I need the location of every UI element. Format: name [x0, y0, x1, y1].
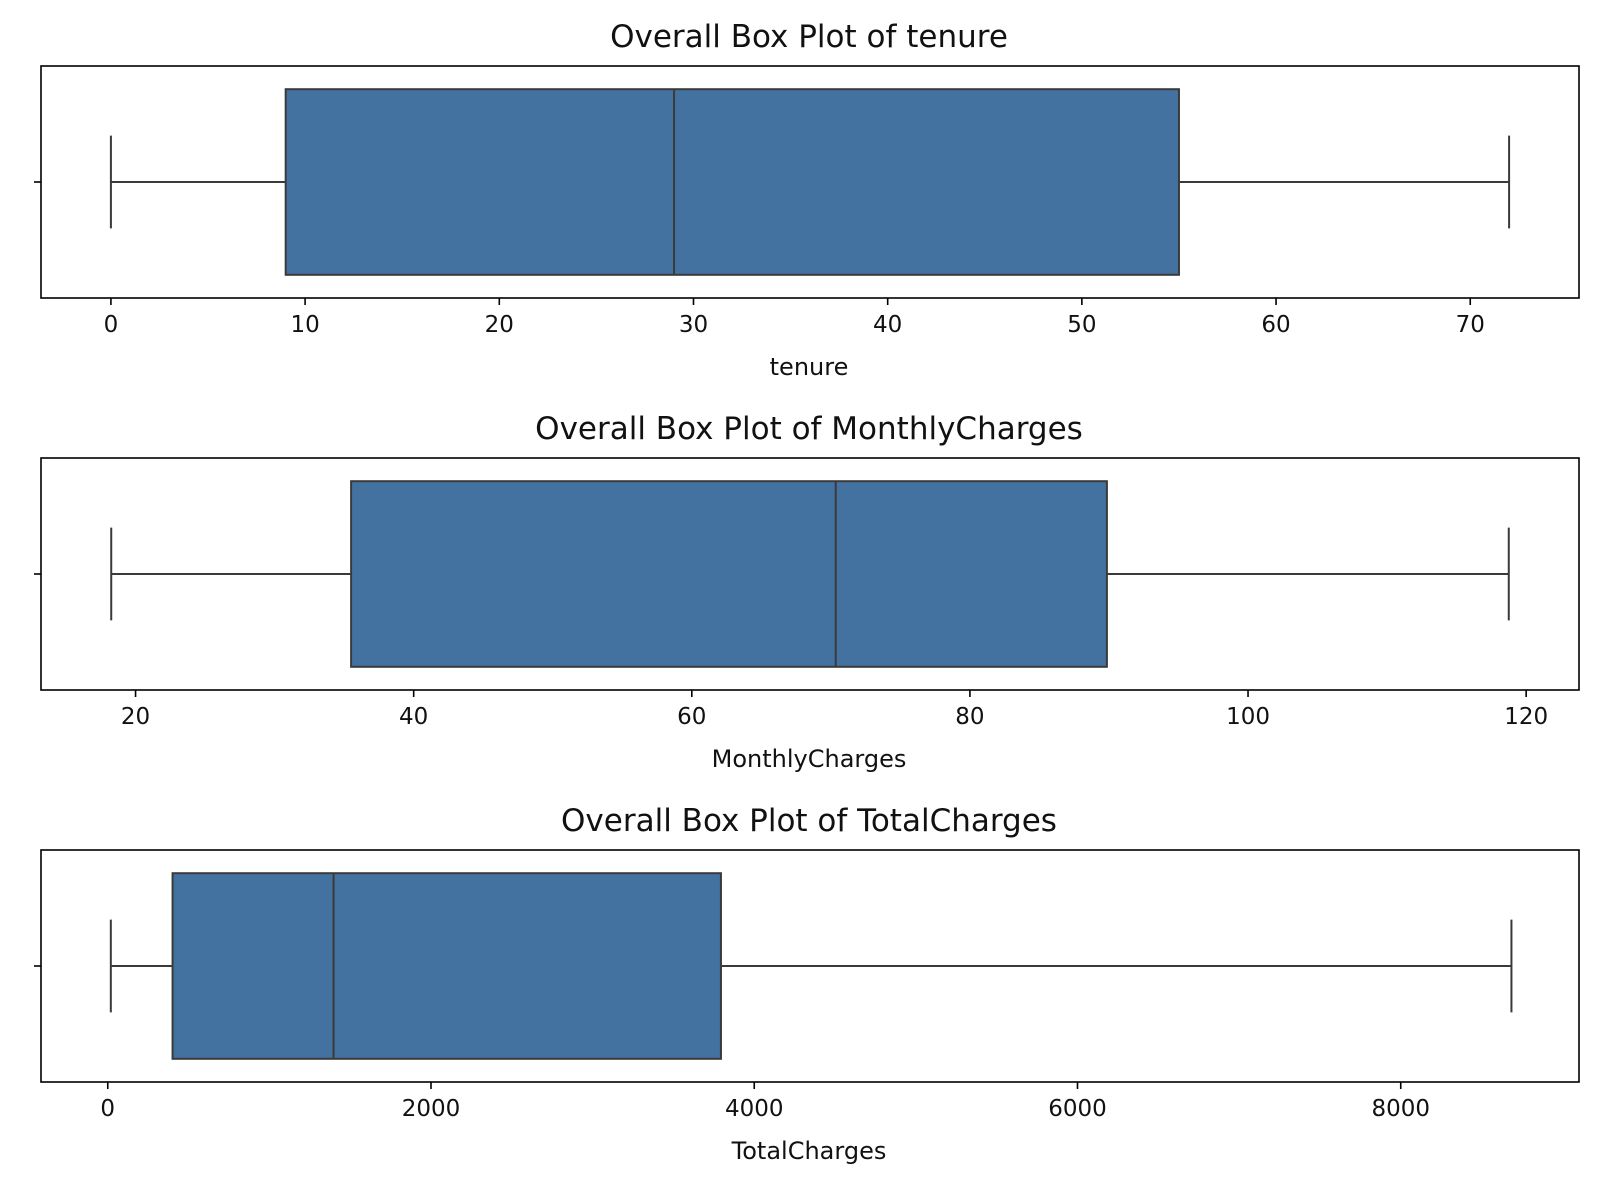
x-tick-label: 4000 — [725, 1096, 784, 1122]
x-axis-label: tenure — [770, 353, 849, 381]
panel-tenure: Overall Box Plot of tenure tenure 0 10 20 3… — [34, 19, 1580, 381]
x-tick-label: 80 — [955, 704, 984, 730]
x-tick-label: 2000 — [402, 1096, 461, 1122]
iqr-box — [284, 88, 1180, 276]
chart-title: Overall Box Plot of TotalCharges — [561, 803, 1057, 839]
x-tick-label: 0 — [100, 1096, 115, 1122]
panel-totalcharges: Overall Box Plot of TotalCharges TotalCh… — [34, 803, 1580, 1165]
x-tick-label: 10 — [290, 312, 319, 338]
x-tick-label: 60 — [1261, 312, 1290, 338]
x-tick-label: 30 — [679, 312, 708, 338]
chart-title: Overall Box Plot of MonthlyCharges — [535, 411, 1083, 447]
x-tick-label: 40 — [399, 704, 428, 730]
iqr-box — [171, 872, 722, 1060]
x-tick-label: 8000 — [1371, 1096, 1430, 1122]
panel-monthlycharges: Overall Box Plot of MonthlyCharges Month… — [34, 411, 1580, 773]
iqr-box — [350, 480, 1108, 668]
x-tick-label: 100 — [1226, 704, 1270, 730]
x-tick-label: 20 — [121, 704, 150, 730]
x-tick-label: 70 — [1456, 312, 1485, 338]
x-axis-label: MonthlyCharges — [712, 745, 907, 773]
chart-title: Overall Box Plot of tenure — [610, 19, 1008, 55]
x-axis-label: TotalCharges — [731, 1137, 887, 1165]
x-tick-label: 60 — [677, 704, 706, 730]
x-tick-label: 20 — [485, 312, 514, 338]
x-tick-label: 120 — [1504, 704, 1548, 730]
x-tick-label: 0 — [104, 312, 119, 338]
x-tick-label: 40 — [873, 312, 902, 338]
x-tick-label: 50 — [1067, 312, 1096, 338]
x-tick-label: 6000 — [1048, 1096, 1107, 1122]
